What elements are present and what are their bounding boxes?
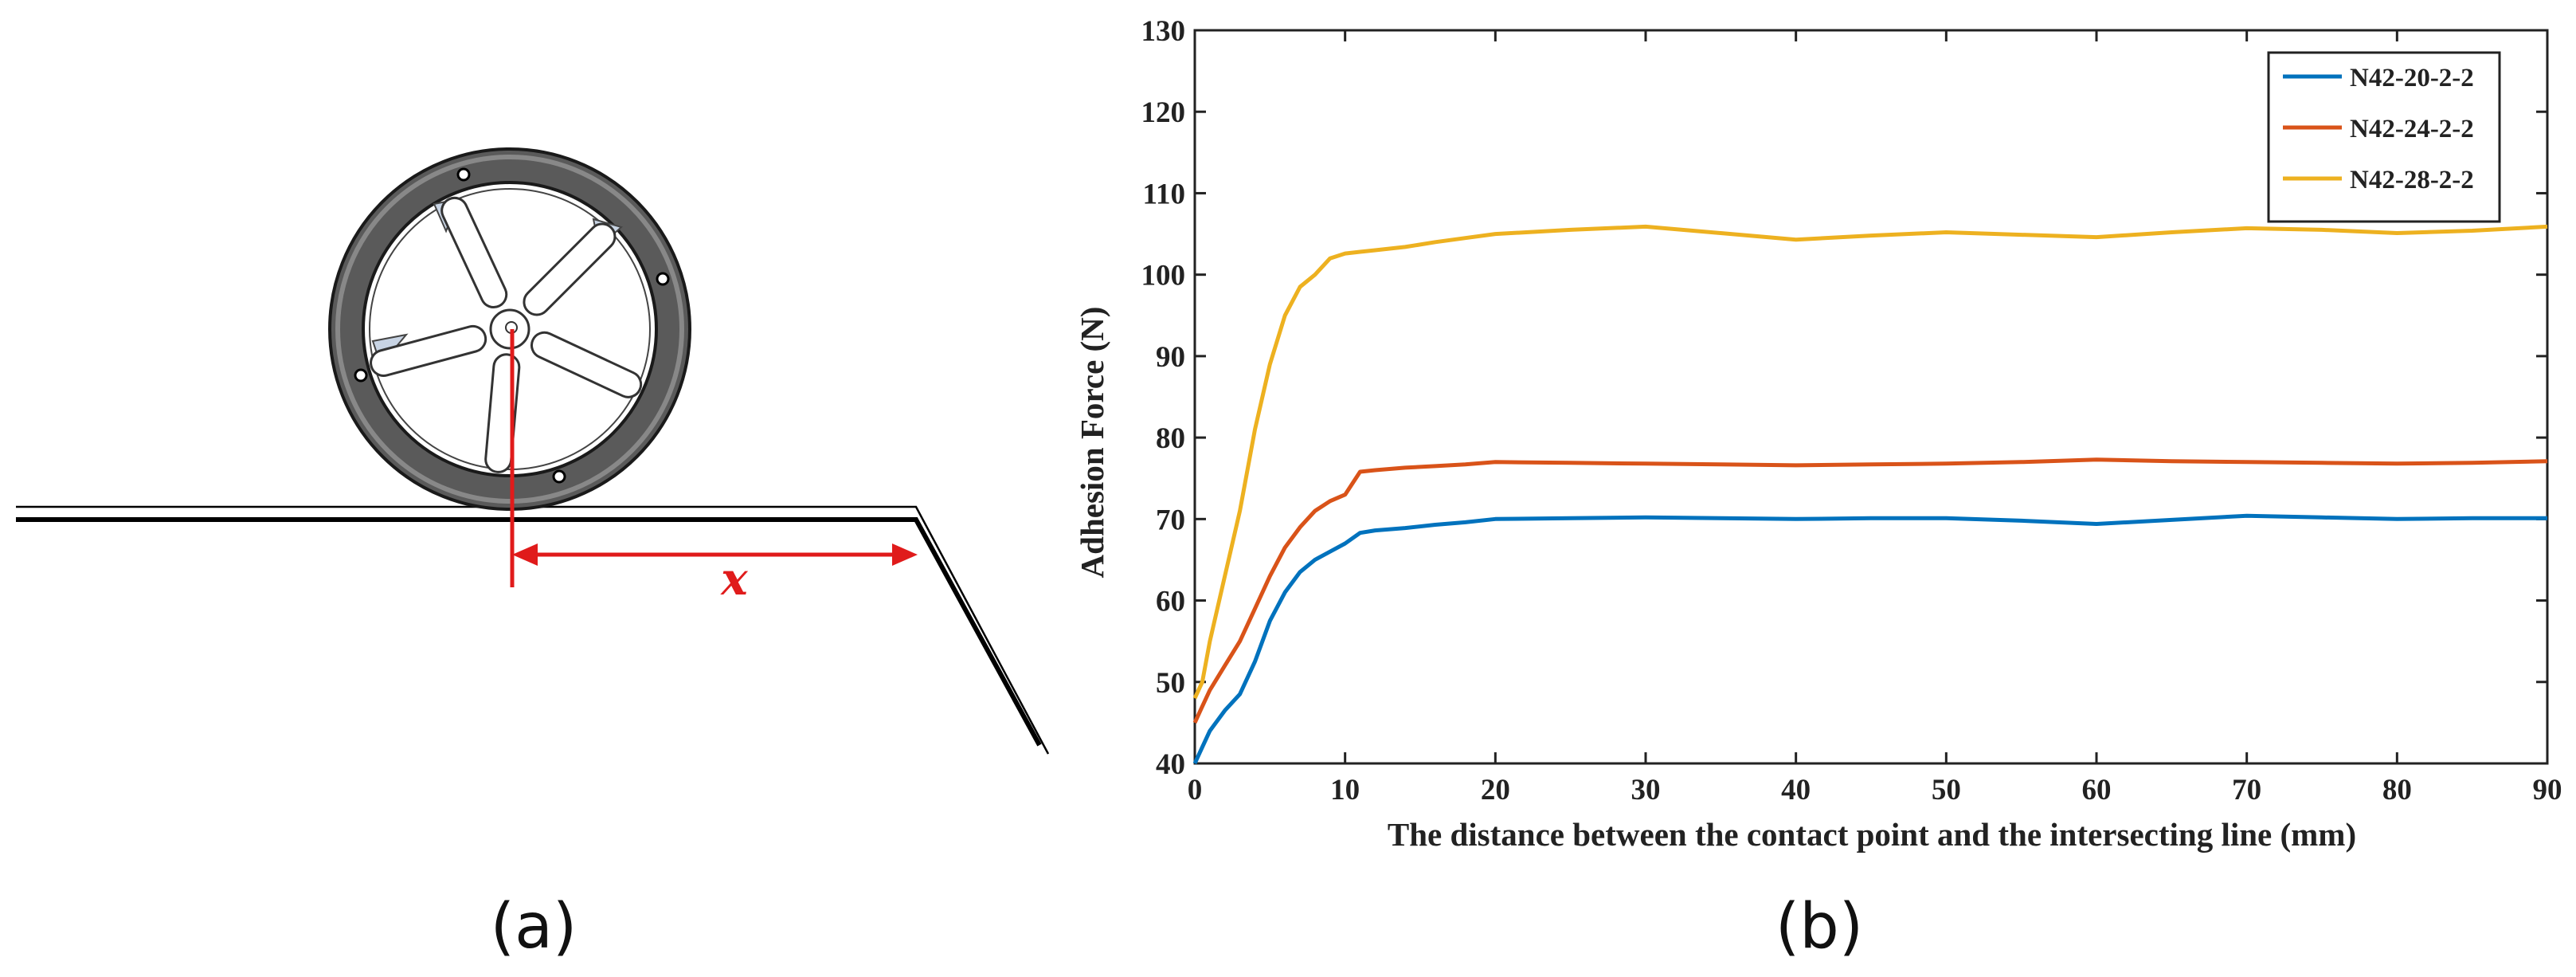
x-tick-label: 60 [2082,774,2112,806]
legend-label: N42-20-2-2 [2350,64,2474,92]
y-tick-label: 60 [1156,586,1185,618]
dimension-x-label: x [720,553,748,606]
x-tick-label: 40 [1781,774,1811,806]
legend: N42-20-2-2 N42-24-2-2 N42-28-2-2 [2267,51,2501,223]
y-tick-label: 110 [1143,178,1185,210]
rim-bolts [354,167,670,484]
y-tick-label: 50 [1156,667,1185,700]
ground-surface [16,505,1050,755]
series-line-3 [1192,224,2548,700]
panel-a-label: (a) [490,891,577,963]
y-tick-label: 100 [1141,260,1186,292]
x-tick-label: 20 [1481,774,1510,806]
dimension-annotation [510,329,918,587]
x-axis-label: The distance between the contact point a… [1388,816,2356,853]
series-line-2 [1192,457,2548,724]
legend-label: N42-24-2-2 [2350,115,2474,143]
x-tick-label: 30 [1631,774,1661,806]
y-axis-label: Adhesion Force (N) [1074,307,1110,579]
x-tick-label: 90 [2533,774,2562,806]
y-tick-label: 120 [1141,96,1186,129]
series-line-1 [1192,513,2547,765]
y-tick-label: 40 [1156,748,1185,781]
x-tick-label: 50 [1932,774,1961,806]
panel-b-label: (b) [1775,891,1864,963]
legend-box [2267,51,2501,223]
x-tick-label: 10 [1330,774,1360,806]
y-tick-label: 130 [1141,15,1186,48]
x-tick-label: 0 [1188,774,1203,806]
y-tick-label: 90 [1156,341,1185,374]
x-tick-label: 80 [2382,774,2412,806]
wheel-schematic: x [16,147,1050,755]
legend-label: N42-28-2-2 [2350,166,2474,194]
y-tick-label: 80 [1156,422,1185,455]
x-tick-label: 70 [2232,774,2261,806]
y-tick-label: 70 [1156,504,1185,536]
plot-frame [1193,29,2549,765]
